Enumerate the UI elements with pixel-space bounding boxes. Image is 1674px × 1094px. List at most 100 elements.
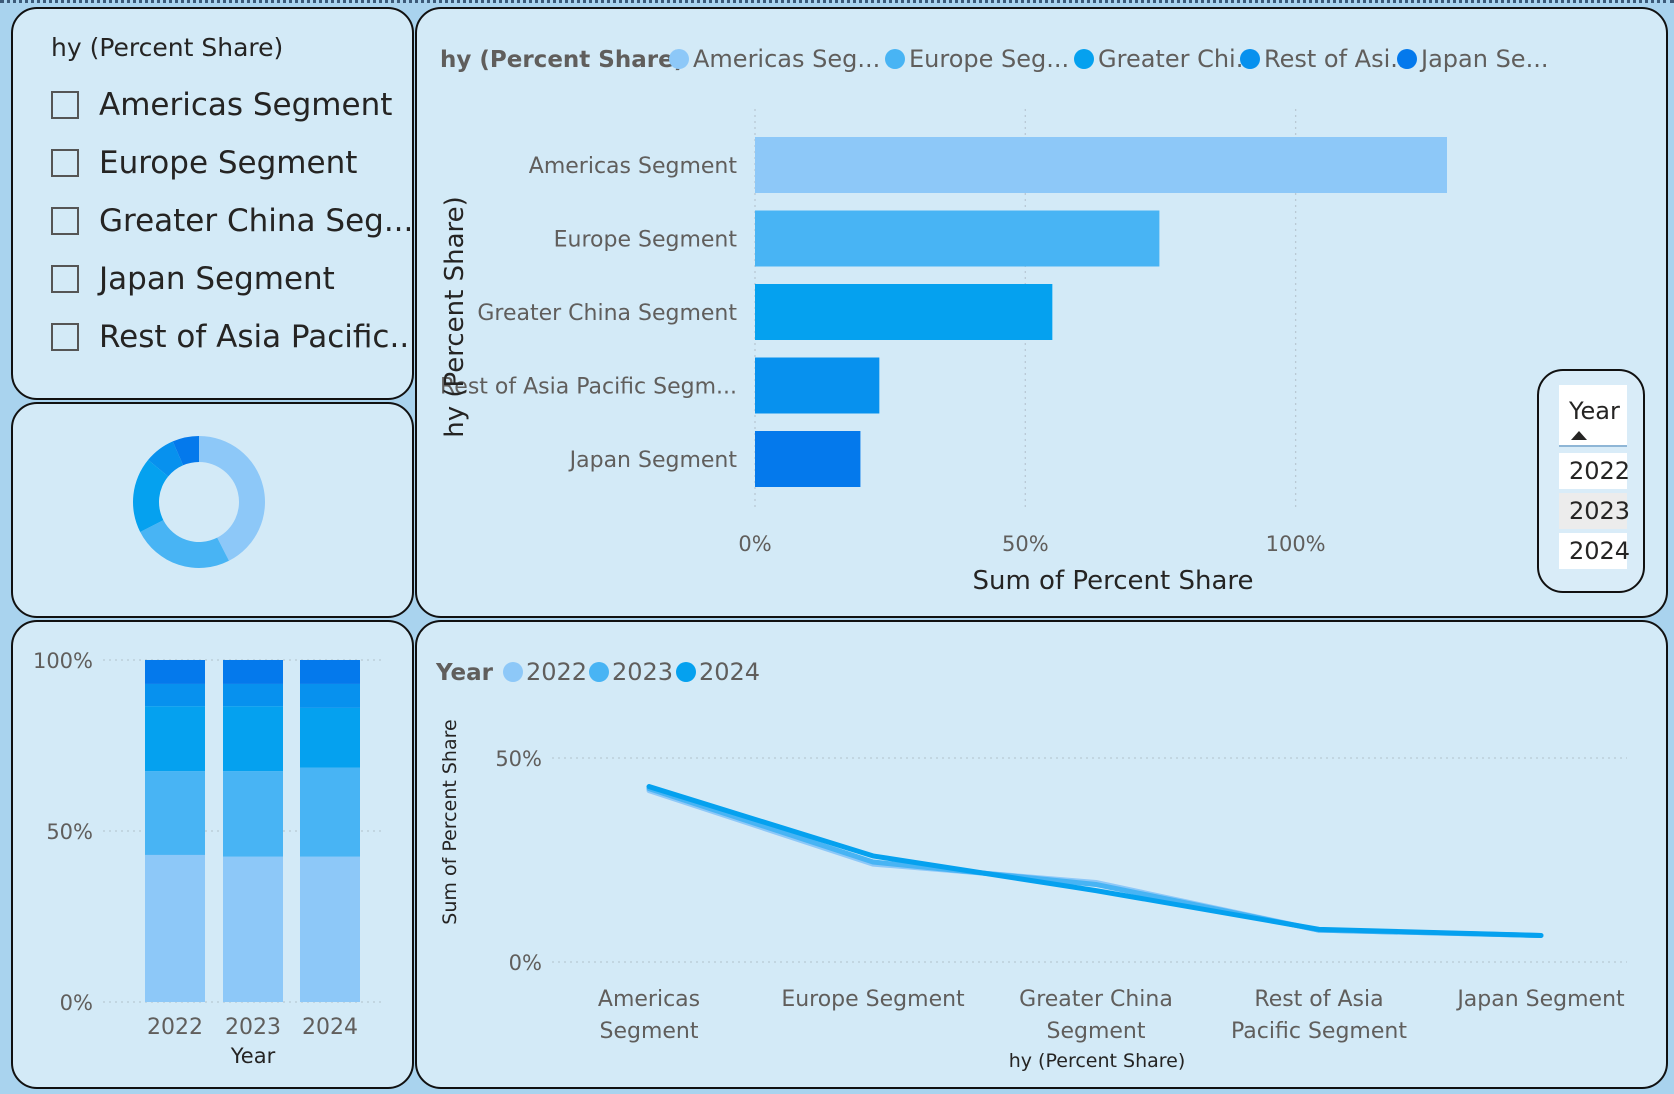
checkbox[interactable] (51, 149, 79, 177)
bar (755, 210, 1160, 267)
donut-chart (133, 436, 265, 568)
x-tick-label: 2023 (225, 1015, 281, 1040)
slicer-item-japan[interactable]: Japan Segment (51, 259, 335, 299)
slicer-item-label: Americas Segment (99, 87, 393, 123)
y-tick-label: Japan Segment (568, 448, 738, 473)
series-line (646, 788, 1544, 938)
y-tick-label: Rest of Asia Pacific Segm... (440, 375, 737, 400)
year-slicer-title: Year (1569, 397, 1620, 425)
series-line (646, 786, 1544, 938)
x-tick-label: Japan Segment (1455, 987, 1625, 1012)
legend-entry: 2023 (612, 658, 673, 686)
legend-entry: Japan Se... (1419, 45, 1548, 73)
legend-entry: Greater Chi... (1098, 45, 1259, 73)
stack-segment (145, 771, 205, 855)
legend-marker (1397, 49, 1417, 69)
legend-entry: 2022 (526, 658, 587, 686)
x-axis-title: Year (230, 1044, 276, 1068)
year-slicer-header[interactable]: Year (1559, 385, 1627, 447)
x-tick-label: 0% (738, 532, 771, 556)
stack-segment (223, 706, 283, 772)
slicer-item-label: Rest of Asia Pacific... (99, 319, 414, 355)
stack-segment (300, 856, 360, 1002)
legend-entry: Europe Seg... (909, 45, 1069, 73)
stack-segment (145, 854, 205, 1002)
slicer-item-rest-of-asia[interactable]: Rest of Asia Pacific... (51, 317, 414, 357)
stacked-column-panel: 0% 50% 100% 2022 2023 2024 Year (11, 620, 414, 1089)
x-axis-title: Sum of Percent Share (972, 566, 1253, 596)
x-tick-label: 2022 (147, 1015, 203, 1040)
x-tick-label: Segment (1047, 1019, 1146, 1044)
x-axis-title: hy (Percent Share) (1009, 1050, 1186, 1072)
slicer-item-greater-china[interactable]: Greater China Seg... (51, 201, 414, 241)
legend-marker (885, 49, 905, 69)
y-tick-label: 50% (495, 747, 542, 771)
slicer-title: hy (Percent Share) (51, 33, 284, 62)
slicer-item-europe[interactable]: Europe Segment (51, 143, 357, 183)
donut-slice (199, 436, 265, 561)
y-tick-label: 50% (46, 820, 93, 844)
checkbox[interactable] (51, 323, 79, 351)
stacked-column-chart: 0% 50% 100% 2022 2023 2024 Year (33, 649, 383, 1068)
donut-slice (140, 520, 229, 568)
legend-title: hy (Percent Share) (440, 47, 684, 73)
x-tick-label: Americas (598, 987, 700, 1012)
legend-entry: Americas Seg... (693, 45, 880, 73)
y-tick-label: Europe Segment (554, 228, 738, 253)
legend-marker (589, 662, 609, 682)
slicer-item-americas[interactable]: Americas Segment (51, 85, 392, 125)
x-tick-label: 2024 (302, 1015, 358, 1040)
x-tick-label: 50% (1002, 532, 1049, 556)
donut-slice (148, 441, 184, 477)
stack-segment (223, 660, 283, 684)
bar (755, 137, 1447, 193)
line-chart: Year 2022 2023 2024 0% 50% Americas Segment Euro… (435, 658, 1627, 1072)
donut-chart-panel (11, 402, 414, 618)
stack-segment (223, 683, 283, 707)
y-axis-title: Sum of Percent Share (439, 719, 461, 924)
year-slicer-item-2022[interactable]: 2022 (1559, 453, 1630, 489)
bar-chart-panel: hy (Percent Share) Americas Seg... Europe … (415, 7, 1668, 618)
stack-segment (145, 706, 205, 772)
year-slicer-item-2023[interactable]: 2023 (1559, 493, 1630, 529)
checkbox[interactable] (51, 91, 79, 119)
legend-entry: 2024 (699, 658, 760, 686)
x-tick-label: 100% (1266, 532, 1326, 556)
canvas-border (0, 0, 1674, 4)
stack-segment (300, 660, 360, 684)
stack-segment (223, 771, 283, 857)
bar (755, 284, 1053, 340)
legend-marker (1240, 49, 1260, 69)
slicer-item-label: Greater China Seg... (99, 203, 414, 239)
x-tick-label: Greater China (1019, 987, 1173, 1012)
bar (755, 431, 861, 487)
y-tick-label: 0% (509, 951, 542, 975)
donut-slice (133, 459, 169, 532)
year-slicer: Year 2022 2023 2024 (1537, 369, 1645, 593)
x-tick-label: Europe Segment (781, 987, 965, 1012)
y-axis-title: hy (Percent Share) (440, 196, 470, 438)
y-tick-label: 100% (33, 649, 93, 673)
stack-segment (300, 767, 360, 857)
legend-marker (503, 662, 523, 682)
slicer-item-label: Europe Segment (99, 145, 358, 181)
series-line (646, 784, 1544, 938)
sort-ascending-icon[interactable] (1571, 431, 1587, 440)
stack-segment (145, 660, 205, 684)
legend-title: Year (435, 660, 494, 686)
legend-marker (1074, 49, 1094, 69)
year-slicer-item-2024[interactable]: 2024 (1559, 533, 1630, 569)
stack-segment (223, 856, 283, 1002)
x-tick-label: Segment (600, 1019, 699, 1044)
legend-marker (669, 49, 689, 69)
stack-segment (145, 683, 205, 707)
checkbox[interactable] (51, 207, 79, 235)
y-tick-label: Americas Segment (529, 154, 738, 179)
segment-slicer: hy (Percent Share) Americas Segment Euro… (11, 7, 414, 400)
checkbox[interactable] (51, 265, 79, 293)
legend-marker (676, 662, 696, 682)
slicer-item-label: Japan Segment (99, 261, 335, 297)
bar-chart: hy (Percent Share) Americas Seg... Europe … (440, 45, 1548, 596)
x-tick-label: Pacific Segment (1231, 1019, 1407, 1044)
donut-slice (172, 436, 199, 466)
